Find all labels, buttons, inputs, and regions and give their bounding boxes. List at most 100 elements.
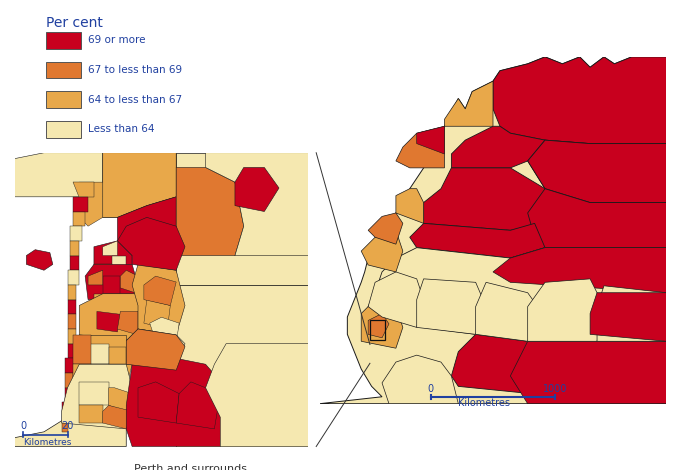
- Polygon shape: [132, 264, 185, 335]
- Polygon shape: [452, 126, 545, 168]
- Polygon shape: [176, 167, 243, 256]
- Polygon shape: [67, 300, 76, 314]
- Polygon shape: [597, 286, 666, 341]
- Polygon shape: [510, 341, 666, 404]
- Bar: [370, 321, 386, 339]
- Polygon shape: [382, 355, 458, 404]
- Polygon shape: [205, 344, 308, 446]
- Polygon shape: [493, 248, 666, 293]
- Text: 69 or more: 69 or more: [88, 35, 145, 46]
- Polygon shape: [73, 212, 85, 226]
- Polygon shape: [417, 279, 486, 334]
- Polygon shape: [493, 57, 666, 144]
- Polygon shape: [88, 270, 103, 285]
- Polygon shape: [150, 317, 179, 344]
- Polygon shape: [368, 248, 666, 341]
- Text: Per cent: Per cent: [46, 16, 103, 31]
- Polygon shape: [144, 276, 176, 306]
- Polygon shape: [65, 388, 73, 402]
- Polygon shape: [118, 197, 176, 256]
- Polygon shape: [67, 344, 76, 358]
- Polygon shape: [118, 217, 185, 270]
- Polygon shape: [73, 197, 88, 212]
- Polygon shape: [65, 358, 76, 373]
- Polygon shape: [138, 382, 179, 423]
- Bar: [46, 121, 81, 138]
- Polygon shape: [94, 294, 112, 308]
- Text: Less than 64: Less than 64: [88, 124, 154, 134]
- Polygon shape: [205, 153, 308, 256]
- Polygon shape: [176, 382, 220, 429]
- Polygon shape: [109, 388, 132, 411]
- Polygon shape: [103, 153, 176, 217]
- Polygon shape: [424, 168, 545, 230]
- Polygon shape: [528, 188, 666, 248]
- Bar: [46, 62, 81, 78]
- Polygon shape: [15, 411, 126, 446]
- Polygon shape: [62, 417, 67, 432]
- Polygon shape: [71, 226, 82, 241]
- Polygon shape: [103, 241, 118, 256]
- Text: 20: 20: [61, 421, 73, 431]
- Polygon shape: [109, 347, 126, 364]
- Polygon shape: [109, 364, 132, 388]
- Bar: [46, 32, 81, 49]
- Polygon shape: [80, 382, 109, 405]
- Polygon shape: [176, 285, 308, 446]
- Polygon shape: [80, 294, 147, 341]
- Text: 64 to less than 67: 64 to less than 67: [88, 94, 182, 105]
- Polygon shape: [590, 293, 666, 341]
- Polygon shape: [80, 335, 126, 364]
- Polygon shape: [80, 405, 103, 423]
- Polygon shape: [80, 182, 103, 226]
- Polygon shape: [528, 279, 604, 341]
- Polygon shape: [71, 256, 80, 270]
- Polygon shape: [452, 334, 666, 404]
- Polygon shape: [528, 140, 666, 213]
- Polygon shape: [80, 344, 109, 364]
- Polygon shape: [118, 311, 138, 335]
- Polygon shape: [120, 329, 185, 370]
- Polygon shape: [73, 364, 91, 382]
- Polygon shape: [15, 153, 308, 446]
- Polygon shape: [103, 153, 176, 217]
- Polygon shape: [65, 373, 73, 388]
- Polygon shape: [396, 126, 445, 168]
- Polygon shape: [120, 270, 138, 294]
- Polygon shape: [528, 140, 666, 203]
- Polygon shape: [361, 230, 403, 272]
- Polygon shape: [85, 264, 138, 300]
- Polygon shape: [67, 270, 80, 285]
- Polygon shape: [112, 256, 126, 270]
- Polygon shape: [15, 153, 103, 197]
- Polygon shape: [126, 329, 185, 370]
- Polygon shape: [396, 188, 424, 223]
- Polygon shape: [80, 364, 109, 388]
- Polygon shape: [67, 314, 76, 329]
- Polygon shape: [67, 285, 76, 300]
- Polygon shape: [176, 153, 308, 285]
- Polygon shape: [368, 272, 424, 328]
- Polygon shape: [475, 282, 545, 341]
- Text: Kilometres: Kilometres: [23, 438, 72, 447]
- Text: 1000: 1000: [543, 384, 568, 393]
- Polygon shape: [73, 182, 94, 197]
- Polygon shape: [445, 81, 493, 126]
- Polygon shape: [94, 241, 132, 264]
- Polygon shape: [368, 313, 389, 338]
- Polygon shape: [67, 329, 76, 344]
- Text: 67 to less than 69: 67 to less than 69: [88, 65, 182, 75]
- Polygon shape: [103, 276, 120, 294]
- Polygon shape: [112, 294, 132, 306]
- Polygon shape: [62, 402, 71, 417]
- Polygon shape: [368, 213, 403, 244]
- Polygon shape: [417, 126, 445, 154]
- Text: Perth and surrounds: Perth and surrounds: [135, 464, 248, 470]
- Polygon shape: [97, 311, 120, 332]
- Text: 0: 0: [20, 421, 27, 431]
- Bar: [46, 91, 81, 108]
- Polygon shape: [126, 358, 226, 446]
- Polygon shape: [235, 167, 279, 212]
- Polygon shape: [73, 335, 91, 364]
- Polygon shape: [361, 300, 403, 348]
